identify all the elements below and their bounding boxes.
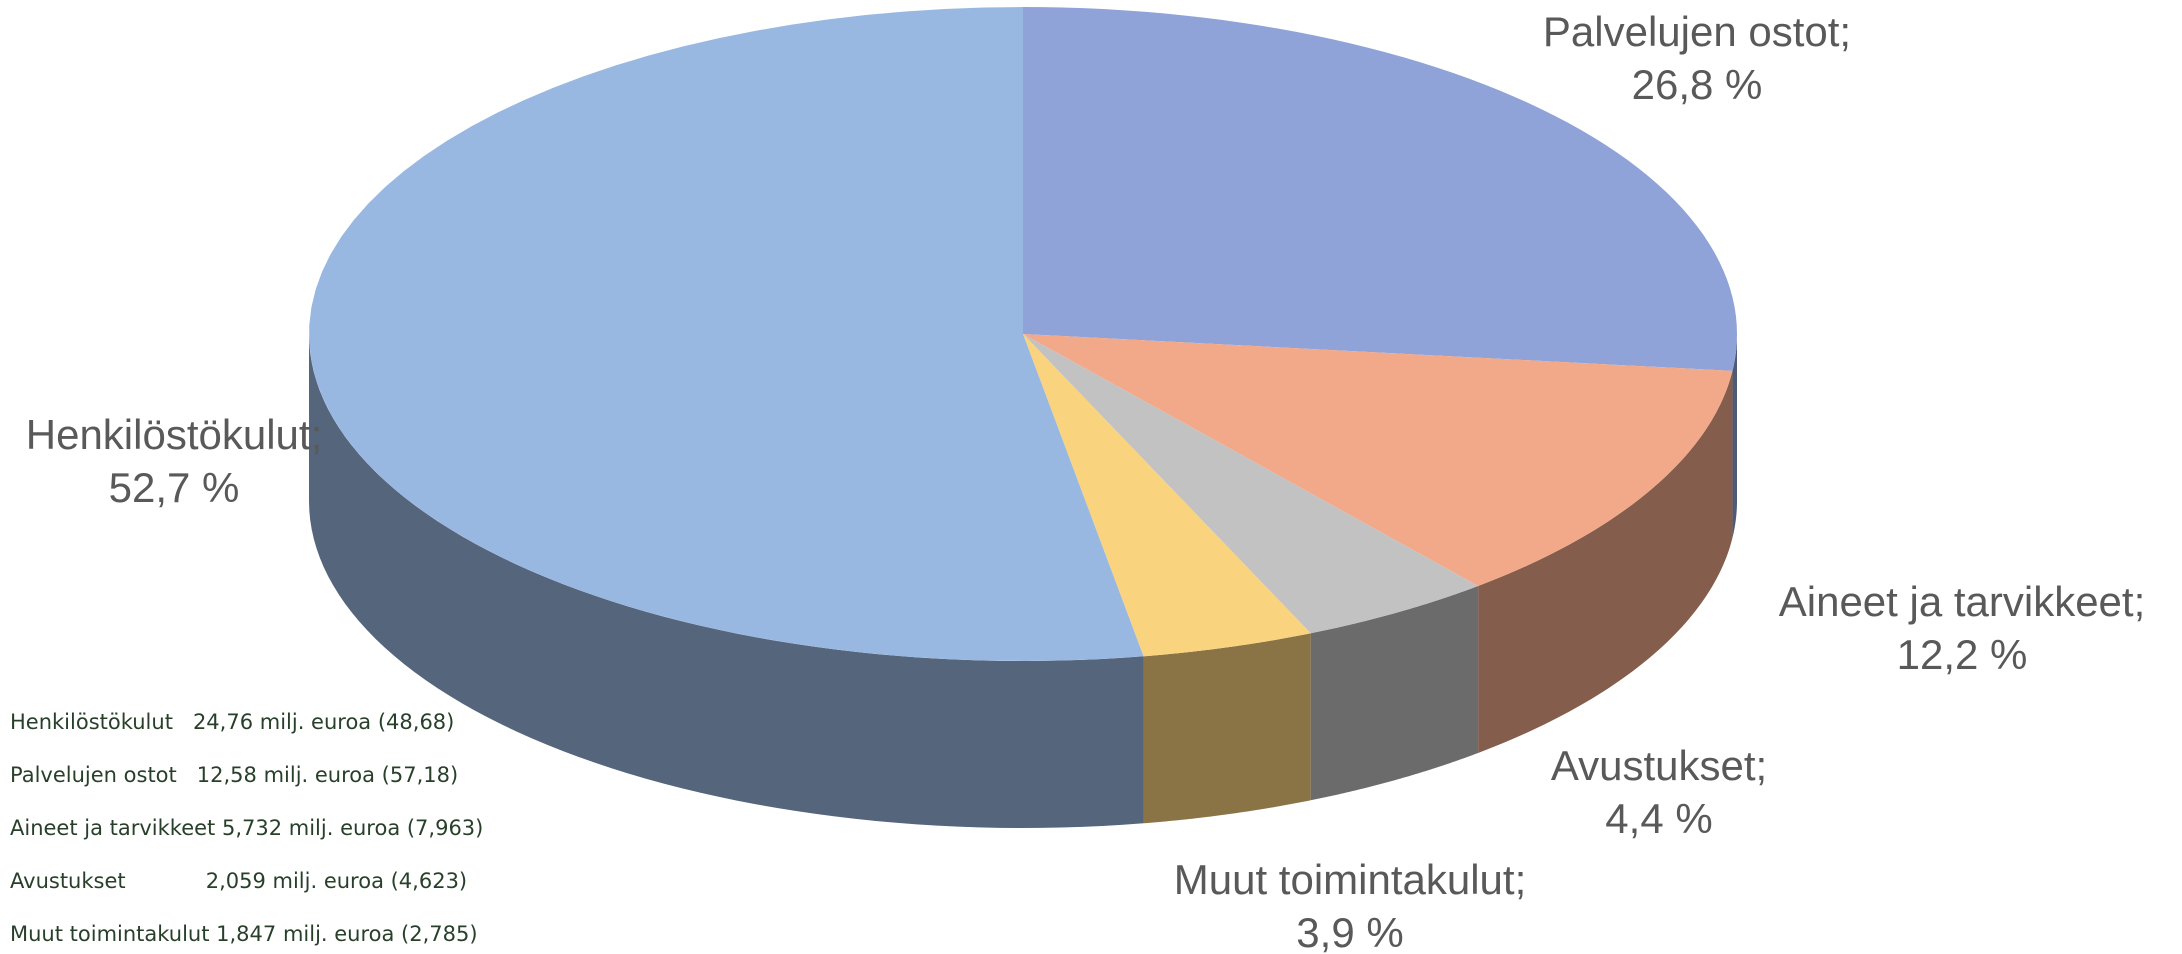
note: Palvelujen ostot 12,58 milj. euroa (57,1… (10, 763, 458, 787)
pie-side (309, 334, 1144, 828)
pie-side (1732, 334, 1737, 538)
pie-slice (309, 7, 1144, 661)
slice-label: Aineet ja tarvikkeet; (1779, 578, 2146, 625)
slice-label: Avustukset; (1551, 742, 1767, 789)
note: Avustukset 2,059 milj. euroa (4,623) (10, 869, 467, 893)
pie-side (1478, 370, 1733, 753)
pie-slice (1023, 334, 1733, 586)
slice-value: 3,9 % (1296, 909, 1403, 954)
note: Aineet ja tarvikkeet 5,732 milj. euroa (… (10, 816, 483, 840)
slice-label: Palvelujen ostot; (1543, 8, 1851, 55)
slice-value: 26,8 % (1632, 61, 1763, 108)
slice-value: 12,2 % (1897, 631, 2028, 678)
pie-side (1310, 585, 1479, 801)
slice-label: Henkilöstökulut; (26, 411, 322, 458)
pie-slice (1023, 334, 1311, 657)
note: Muut toimintakulut 1,847 milj. euroa (2,… (10, 922, 478, 946)
pie-slice (1023, 7, 1737, 371)
slice-label: Muut toimintakulut; (1174, 856, 1527, 903)
note: Henkilöstökulut 24,76 milj. euroa (48,68… (10, 710, 454, 734)
slice-value: 52,7 % (109, 464, 240, 511)
pie-side (1143, 633, 1311, 824)
pie-slice (1023, 334, 1479, 634)
slice-value: 4,4 % (1605, 795, 1712, 842)
